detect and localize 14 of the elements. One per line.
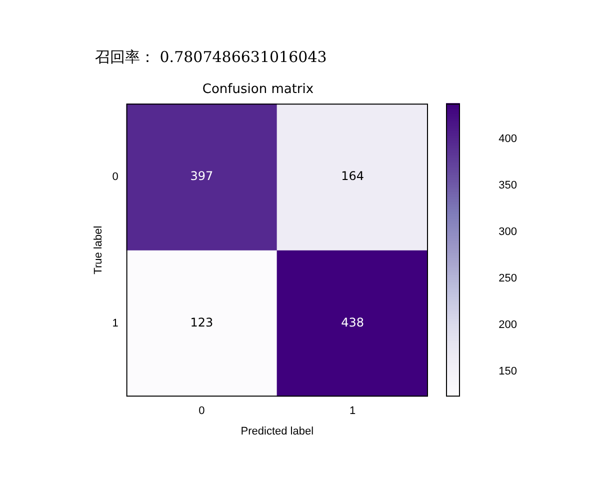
color-bar-label: 150 — [498, 366, 518, 378]
data-label: 438 — [341, 315, 364, 330]
color-bar-label: 300 — [498, 226, 518, 238]
chart-title: Confusion matrix — [202, 82, 314, 98]
color-bar-label: 350 — [498, 179, 518, 192]
color-bar-label: 400 — [498, 132, 518, 145]
data-label: 397 — [190, 168, 214, 183]
color-bar-label: 250 — [498, 272, 518, 284]
text: 召回率： 0.7807486631016043 — [95, 48, 327, 67]
x-axis-title: Predicted label — [240, 425, 314, 438]
y-axis-title: True label — [92, 226, 105, 274]
data-label: 123 — [190, 315, 214, 330]
color-bar-label: 200 — [498, 319, 518, 332]
data-label: 164 — [341, 168, 364, 183]
